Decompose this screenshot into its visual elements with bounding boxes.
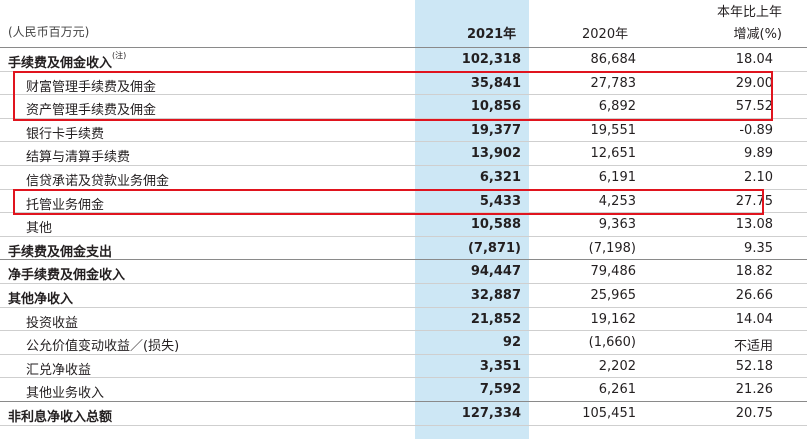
table-row: 公允价值变动收益／(损失) 92 (1,660) 不适用 (0, 331, 807, 355)
table-row: 汇兑净收益 3,351 2,202 52.18 (0, 355, 807, 379)
value-2020: 27,783 (590, 75, 637, 91)
value-2020: (1,660) (588, 335, 636, 351)
row-label: 银行卡手续费 (26, 126, 105, 142)
table-row: 财富管理手续费及佣金 35,841 27,783 29.00 (0, 72, 807, 96)
value-2021: (7,871) (467, 240, 521, 256)
value-2021: 10,856 (470, 99, 521, 115)
change-header-line2: 增减(%) (733, 27, 783, 42)
row-label: 汇兑净收益 (26, 362, 92, 378)
table-row: 信贷承诺及贷款业务佣金 6,321 6,191 2.10 (0, 166, 807, 190)
value-2020: 79,486 (590, 264, 637, 280)
row-label: 非利息净收入总额 (8, 409, 113, 425)
change-pct: 20.75 (735, 405, 773, 421)
change-pct: 21.26 (735, 382, 773, 398)
row-label: 净手续费及佣金收入 (8, 268, 126, 284)
value-2021: 7,592 (479, 382, 521, 398)
table-row: 托管业务佣金 5,433 4,253 27.75 (0, 190, 807, 214)
highlight-box-custody (13, 189, 764, 215)
table-row: 结算与清算手续费 13,902 12,651 9.89 (0, 142, 807, 166)
row-label: 其他业务收入 (26, 386, 105, 402)
change-pct: 2.10 (744, 169, 773, 185)
column-header-2020: 2020年 (582, 27, 629, 42)
row-label: 公允价值变动收益／(损失) (26, 339, 180, 355)
value-2021: 10,588 (470, 217, 521, 233)
value-2021: 127,334 (461, 405, 521, 421)
row-label: 投资收益 (26, 315, 79, 331)
row-label: 其他净收入 (8, 291, 74, 307)
footnote-mark: (注) (112, 51, 127, 60)
change-header-line1: 本年比上年 (716, 5, 782, 20)
value-2020: 12,651 (590, 146, 637, 162)
row-label: 手续费及佣金收入(注) (8, 51, 127, 71)
value-2020: 6,261 (598, 382, 636, 398)
change-pct: -0.89 (739, 122, 773, 138)
change-pct: 29.00 (735, 75, 773, 91)
table-row: 手续费及佣金支出 (7,871) (7,198) 9.35 (0, 237, 807, 261)
value-2021: 3,351 (479, 358, 521, 374)
value-2020: 9,363 (598, 217, 636, 233)
value-2020: 105,451 (582, 405, 636, 421)
table-row: 资产管理手续费及佣金 10,856 6,892 57.52 (0, 95, 807, 119)
table-row: 银行卡手续费 19,377 19,551 -0.89 (0, 119, 807, 143)
table-row: 非利息净收入总额 127,334 105,451 20.75 (0, 402, 807, 426)
table-row: 其他业务收入 7,592 6,261 21.26 (0, 378, 807, 402)
row-label: 结算与清算手续费 (26, 150, 131, 166)
value-2021: 102,318 (461, 52, 521, 67)
header-rule (0, 47, 807, 48)
value-2021: 13,902 (470, 146, 521, 162)
highlight-box-wealth-asset-management (13, 71, 773, 121)
change-pct: 9.35 (744, 240, 773, 256)
change-pct: 18.82 (735, 264, 773, 280)
value-2021: 94,447 (470, 264, 521, 280)
table-row: 其他 10,588 9,363 13.08 (0, 213, 807, 237)
value-2020: 2,202 (598, 358, 636, 374)
table-row: 其他净收入 32,887 25,965 26.66 (0, 284, 807, 308)
value-2020: 19,551 (590, 122, 637, 138)
row-label: 资产管理手续费及佣金 (26, 103, 157, 119)
value-2021: 32,887 (470, 287, 521, 303)
value-2021: 5,433 (479, 193, 521, 209)
table-row: 净手续费及佣金收入 94,447 79,486 18.82 (0, 260, 807, 284)
row-label: 财富管理手续费及佣金 (26, 79, 157, 95)
change-pct: 57.52 (735, 99, 773, 115)
value-2020: 4,253 (598, 193, 636, 209)
value-2021: 19,377 (470, 122, 521, 138)
column-header-2021: 2021年 (467, 27, 517, 42)
row-label: 信贷承诺及贷款业务佣金 (26, 173, 170, 189)
change-pct: 不适用 (733, 339, 773, 355)
value-2020: (7,198) (588, 240, 636, 256)
change-pct: 52.18 (735, 358, 773, 374)
value-2020: 6,892 (598, 99, 636, 115)
value-2020: 86,684 (590, 52, 637, 67)
row-label: 托管业务佣金 (26, 197, 105, 213)
value-2020: 19,162 (590, 311, 637, 327)
value-2021: 92 (502, 335, 521, 351)
value-2020: 25,965 (590, 287, 637, 303)
change-pct: 26.66 (735, 287, 773, 303)
value-2020: 6,191 (598, 169, 636, 185)
value-2021: 6,321 (479, 169, 521, 185)
unit-label: (人民币百万元) (8, 25, 90, 39)
change-pct: 9.89 (744, 146, 773, 162)
change-pct: 14.04 (735, 311, 773, 327)
year-2021-column-highlight (415, 0, 529, 439)
value-2021: 35,841 (470, 75, 521, 91)
row-label: 手续费及佣金支出 (8, 244, 113, 260)
table-row: 手续费及佣金收入(注) 102,318 86,684 18.04 (0, 48, 807, 72)
table-row: 投资收益 21,852 19,162 14.04 (0, 308, 807, 332)
change-pct: 18.04 (735, 52, 773, 67)
change-pct: 13.08 (735, 217, 773, 233)
value-2021: 21,852 (470, 311, 521, 327)
row-label: 其他 (26, 221, 53, 237)
